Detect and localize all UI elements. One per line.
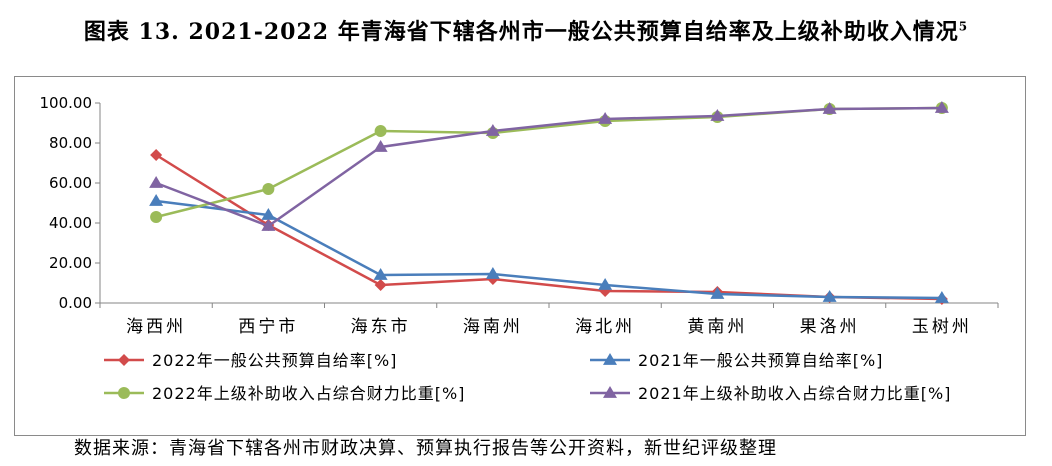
series-line-4 xyxy=(155,106,942,228)
legend-marker-1 xyxy=(118,354,130,366)
x-tick-label: 海西州 xyxy=(126,317,186,337)
legend-label-3: 2022年上级补助收入占综合财力比重[%] xyxy=(152,384,465,403)
data-point-series-1 xyxy=(374,279,387,291)
y-tick-label: 100.00 xyxy=(40,94,93,112)
y-tick-label: 40.00 xyxy=(49,214,92,232)
y-tick-label: 20.00 xyxy=(49,254,92,272)
data-point-series-2 xyxy=(710,287,725,299)
x-tick-label: 海东市 xyxy=(351,317,411,337)
data-point-series-1 xyxy=(150,149,163,161)
y-tick-label: 60.00 xyxy=(49,174,92,192)
y-tick-label: 0.00 xyxy=(59,294,92,312)
data-point-series-4 xyxy=(598,112,613,124)
x-tick-label: 西宁市 xyxy=(238,317,298,337)
series-line-1 xyxy=(155,153,942,301)
data-point-series-3 xyxy=(150,211,163,223)
data-point-series-2 xyxy=(598,278,613,290)
x-tick-label: 海南州 xyxy=(463,317,523,337)
data-point-series-2 xyxy=(261,208,276,220)
x-tick-label: 果洛州 xyxy=(800,317,860,337)
data-point-series-3 xyxy=(262,183,275,195)
data-point-series-4 xyxy=(485,124,500,136)
data-point-series-4 xyxy=(149,176,164,188)
legend-marker-2 xyxy=(603,353,617,365)
data-point-series-4 xyxy=(934,101,949,113)
chart-frame xyxy=(14,76,1026,436)
data-point-series-2 xyxy=(822,290,837,302)
x-tick-label: 海北州 xyxy=(575,317,635,337)
data-point-series-4 xyxy=(822,102,837,114)
data-point-series-4 xyxy=(710,109,725,121)
x-tick-label: 玉树州 xyxy=(912,317,972,337)
data-point-series-3 xyxy=(374,125,387,137)
data-point-series-2 xyxy=(485,267,500,279)
legend-marker-4 xyxy=(603,386,617,398)
data-source-note: 数据来源：青海省下辖各州市财政决算、预算执行报告等公开资料，新世纪评级整理 xyxy=(74,438,777,459)
legend-label-4: 2021年上级补助收入占综合财力比重[%] xyxy=(638,384,951,403)
data-point-series-4 xyxy=(373,140,388,152)
x-tick-label: 黄南州 xyxy=(687,317,747,337)
data-point-series-2 xyxy=(373,268,388,280)
chart-title-text: 图表 13. 2021-2022 年青海省下辖各州市一般公共预算自给率及上级补助… xyxy=(83,19,959,45)
title-footnote: 5 xyxy=(958,19,969,34)
legend-label-1: 2022年一般公共预算自给率[%] xyxy=(152,351,397,370)
data-point-series-2 xyxy=(934,291,949,303)
data-point-series-4 xyxy=(261,219,276,231)
series-line-2 xyxy=(155,199,942,300)
data-point-series-2 xyxy=(149,194,164,206)
legend-label-2: 2021年一般公共预算自给率[%] xyxy=(638,351,883,370)
y-tick-label: 80.00 xyxy=(49,134,92,152)
legend-marker-3 xyxy=(118,387,130,399)
chart-title: 图表 13. 2021-2022 年青海省下辖各州市一般公共预算自给率及上级补助… xyxy=(0,14,1052,46)
